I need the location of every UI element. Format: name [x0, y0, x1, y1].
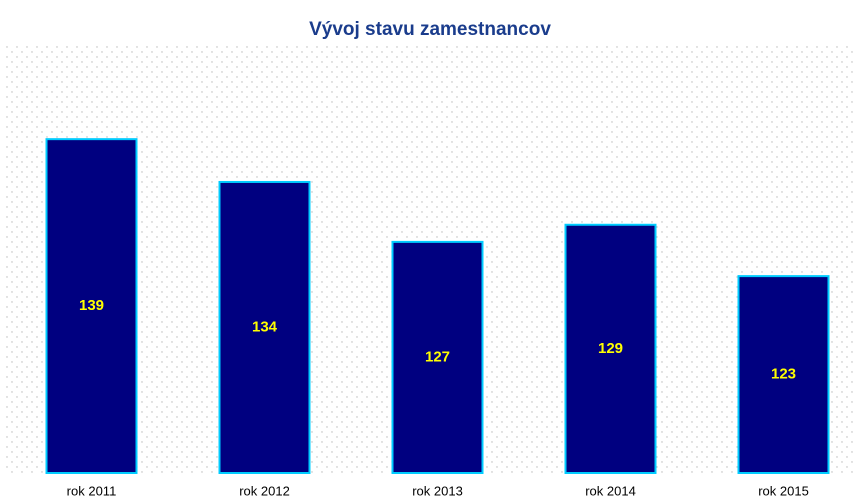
x-tick-label: rok 2011	[67, 483, 117, 498]
data-label: 134	[252, 318, 278, 335]
bar	[737, 275, 830, 474]
data-label: 129	[598, 340, 623, 357]
x-tick-label: rok 2015	[758, 483, 809, 498]
chart-title: Vývoj stavu zamestnancov	[309, 19, 551, 40]
data-label: 127	[425, 348, 450, 365]
bar	[391, 240, 484, 474]
bar	[45, 138, 138, 474]
data-label: 139	[79, 297, 104, 314]
data-label: 123	[771, 366, 796, 383]
x-tick-label: rok 2012	[239, 483, 290, 498]
x-tick-label: rok 2013	[412, 483, 463, 498]
x-tick-label: rok 2014	[585, 483, 636, 498]
bar	[564, 223, 657, 474]
bar	[218, 180, 311, 475]
